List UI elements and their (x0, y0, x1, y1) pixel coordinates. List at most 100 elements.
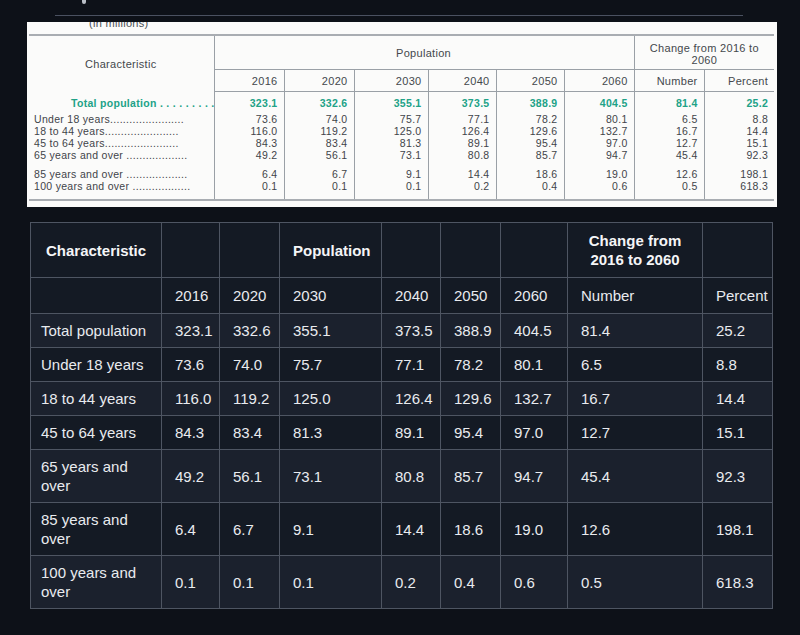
data-cell: 45.4 (568, 450, 703, 503)
data-cell: 126.4 (428, 126, 496, 138)
data-cell: 18.6 (441, 503, 501, 556)
data-cell: 404.5 (501, 314, 568, 348)
census-year-2060: 2060 (564, 70, 634, 92)
table-row: 18 to 44 years 116.0 119.2 125.0 126.4 1… (31, 382, 773, 416)
data-cell: 85.7 (441, 450, 501, 503)
data-cell: 16.7 (568, 382, 703, 416)
data-cell: 80.1 (501, 348, 568, 382)
table-row: 18 to 44 years....................... 11… (29, 126, 774, 138)
data-cell: 0.1 (214, 181, 284, 193)
data-cell: 355.1 (354, 92, 428, 115)
data-cell: 618.3 (703, 556, 773, 609)
census-number-header: Number (634, 70, 704, 92)
data-cell: 15.1 (704, 138, 774, 150)
data-cell: 80.8 (382, 450, 441, 503)
data-cell: 0.4 (441, 556, 501, 609)
data-cell: 74.0 (284, 114, 354, 126)
data-cell: 132.7 (501, 382, 568, 416)
data-cell: 0.4 (496, 181, 564, 193)
data-cell: 95.4 (496, 138, 564, 150)
data-cell: 12.7 (634, 138, 704, 150)
data-cell: 373.5 (428, 92, 496, 115)
data-cell: 73.6 (162, 348, 220, 382)
table-subheader-row: 2016 2020 2030 2040 2050 2060 Number Per… (31, 278, 773, 314)
table-row: 45 to 64 years....................... 84… (29, 138, 774, 150)
table-row: 85 years and over ................... 6.… (29, 169, 774, 181)
characteristic-header: Characteristic (31, 223, 162, 278)
data-cell: 404.5 (564, 92, 634, 115)
data-cell: 15.1 (703, 416, 773, 450)
empty-header-cell (703, 223, 773, 278)
data-cell: 0.1 (162, 556, 220, 609)
row-label: 18 to 44 years (31, 382, 162, 416)
data-cell: 332.6 (220, 314, 280, 348)
data-cell: 85.7 (496, 150, 564, 162)
data-cell: 388.9 (496, 92, 564, 115)
data-cell: 19.0 (501, 503, 568, 556)
truncated-title-fragment (82, 0, 86, 4)
year-2060-header: 2060 (501, 278, 568, 314)
data-cell: 19.0 (564, 169, 634, 181)
data-cell: 45.4 (634, 150, 704, 162)
table-row: 100 years and over .................. 0.… (29, 181, 774, 193)
table-header-row: Characteristic Population Change from 20… (31, 223, 773, 278)
empty-header-cell (220, 223, 280, 278)
population-header: Population (280, 223, 382, 278)
data-cell: 0.1 (354, 181, 428, 193)
row-label: Total population (31, 314, 162, 348)
page: (in millions) Characteristic Population … (0, 0, 800, 635)
data-cell: 0.1 (284, 181, 354, 193)
row-label: 45 to 64 years....................... (29, 138, 214, 150)
spacer-row (29, 162, 774, 169)
row-label: 100 years and over .................. (29, 181, 214, 193)
data-cell: 80.8 (428, 150, 496, 162)
data-cell: 323.1 (162, 314, 220, 348)
data-cell: 8.8 (704, 114, 774, 126)
year-2020-header: 2020 (220, 278, 280, 314)
in-millions-note: (in millions) (89, 22, 149, 29)
data-cell: 81.3 (280, 416, 382, 450)
data-cell: 618.3 (704, 181, 774, 193)
year-2030-header: 2030 (280, 278, 382, 314)
table-row: Under 18 years 73.6 74.0 75.7 77.1 78.2 … (31, 348, 773, 382)
data-cell: 49.2 (162, 450, 220, 503)
data-cell: 49.2 (214, 150, 284, 162)
data-cell: 9.1 (354, 169, 428, 181)
data-cell: 0.1 (280, 556, 382, 609)
data-cell: 73.1 (280, 450, 382, 503)
census-characteristic-header: Characteristic (29, 35, 214, 92)
data-cell: 12.7 (568, 416, 703, 450)
data-cell: 125.0 (354, 126, 428, 138)
census-population-header: Population (214, 35, 634, 70)
census-header-row: Characteristic Population Change from 20… (29, 35, 774, 70)
data-cell: 14.4 (704, 126, 774, 138)
change-header: Change from 2016 to 2060 (568, 223, 703, 278)
data-cell: 126.4 (382, 382, 441, 416)
data-cell: 6.7 (284, 169, 354, 181)
census-image-table: Characteristic Population Change from 20… (29, 34, 774, 200)
row-label: Under 18 years....................... (29, 114, 214, 126)
table-row: Under 18 years....................... 73… (29, 114, 774, 126)
data-cell: 0.5 (634, 181, 704, 193)
year-2016-header: 2016 (162, 278, 220, 314)
census-year-2016: 2016 (214, 70, 284, 92)
empty-header-cell (501, 223, 568, 278)
data-cell: 0.2 (428, 181, 496, 193)
data-cell: 77.1 (428, 114, 496, 126)
data-cell: 84.3 (162, 416, 220, 450)
data-cell: 80.1 (564, 114, 634, 126)
data-cell: 77.1 (382, 348, 441, 382)
data-cell: 81.4 (568, 314, 703, 348)
row-label: Total population . . . . . . . . . (29, 92, 214, 115)
data-cell: 129.6 (441, 382, 501, 416)
row-label: 45 to 64 years (31, 416, 162, 450)
data-cell: 198.1 (703, 503, 773, 556)
population-table: Characteristic Population Change from 20… (30, 222, 773, 609)
number-header: Number (568, 278, 703, 314)
data-cell: 388.9 (441, 314, 501, 348)
data-cell: 95.4 (441, 416, 501, 450)
data-cell: 75.7 (280, 348, 382, 382)
data-cell: 0.6 (501, 556, 568, 609)
data-cell: 0.5 (568, 556, 703, 609)
data-cell: 16.7 (634, 126, 704, 138)
